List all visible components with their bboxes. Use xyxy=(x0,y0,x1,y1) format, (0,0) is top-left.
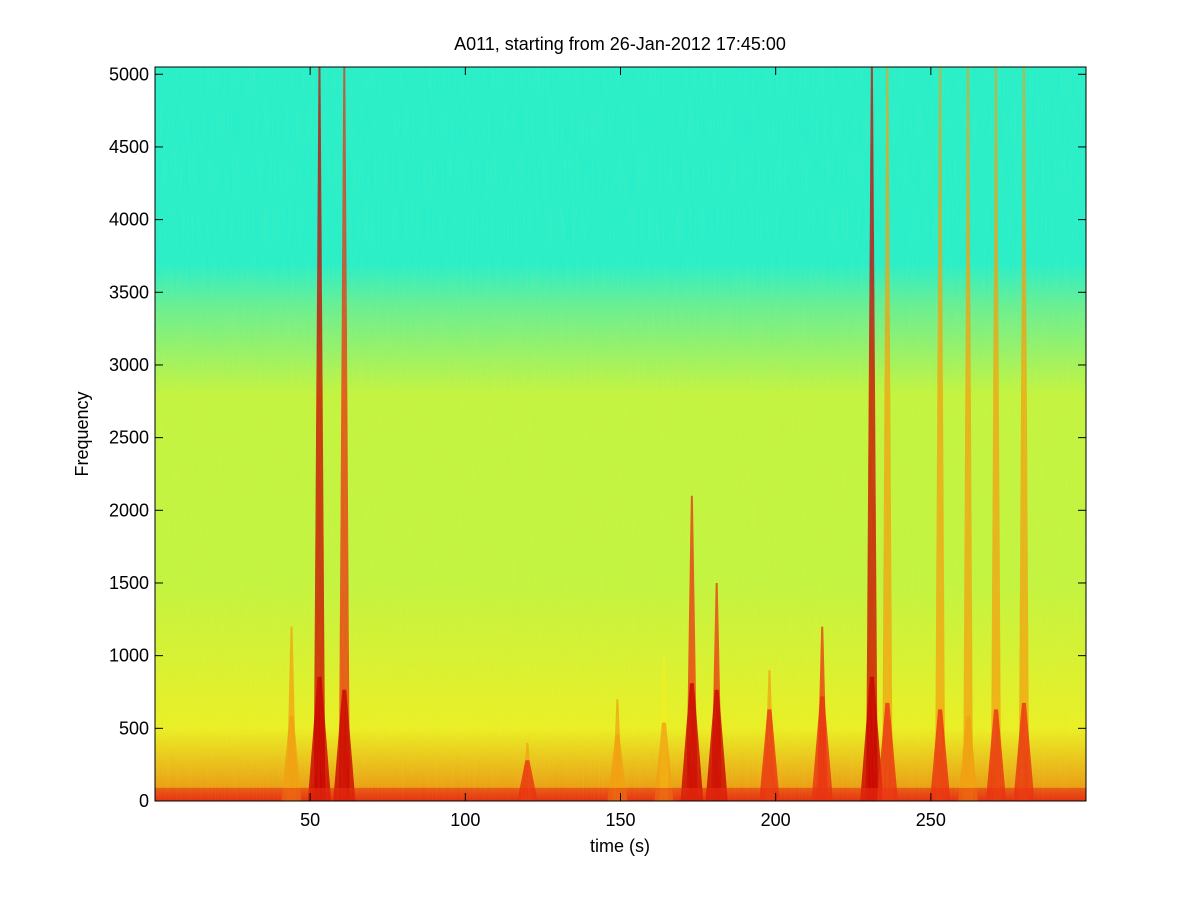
x-axis-label: time (s) xyxy=(590,836,650,856)
y-tick-label: 5000 xyxy=(109,64,149,84)
spectrogram-speckle xyxy=(155,67,1086,801)
y-axis-label: Frequency xyxy=(72,391,92,476)
x-tick-label: 150 xyxy=(605,810,635,830)
x-tick-label: 100 xyxy=(450,810,480,830)
x-tick-label: 250 xyxy=(916,810,946,830)
x-tick-label: 50 xyxy=(300,810,320,830)
y-axis-ticks: 0 500 1000 1500 2000 2500 3000 3500 4000 4500 5000 xyxy=(109,64,1086,811)
y-tick-label: 3500 xyxy=(109,282,149,302)
y-tick-label: 1000 xyxy=(109,646,149,666)
x-tick-label: 200 xyxy=(761,810,791,830)
y-tick-label: 500 xyxy=(119,718,149,738)
y-tick-label: 3000 xyxy=(109,355,149,375)
spectrogram-plot-area xyxy=(155,67,1086,801)
y-tick-label: 1500 xyxy=(109,573,149,593)
y-tick-label: 2500 xyxy=(109,428,149,448)
y-tick-label: 2000 xyxy=(109,500,149,520)
y-tick-label: 4000 xyxy=(109,210,149,230)
y-tick-label: 4500 xyxy=(109,137,149,157)
x-axis-ticks: 50 100 150 200 250 xyxy=(300,67,946,830)
y-tick-label: 0 xyxy=(139,791,149,811)
chart-title: A011, starting from 26-Jan-2012 17:45:00 xyxy=(454,34,786,54)
